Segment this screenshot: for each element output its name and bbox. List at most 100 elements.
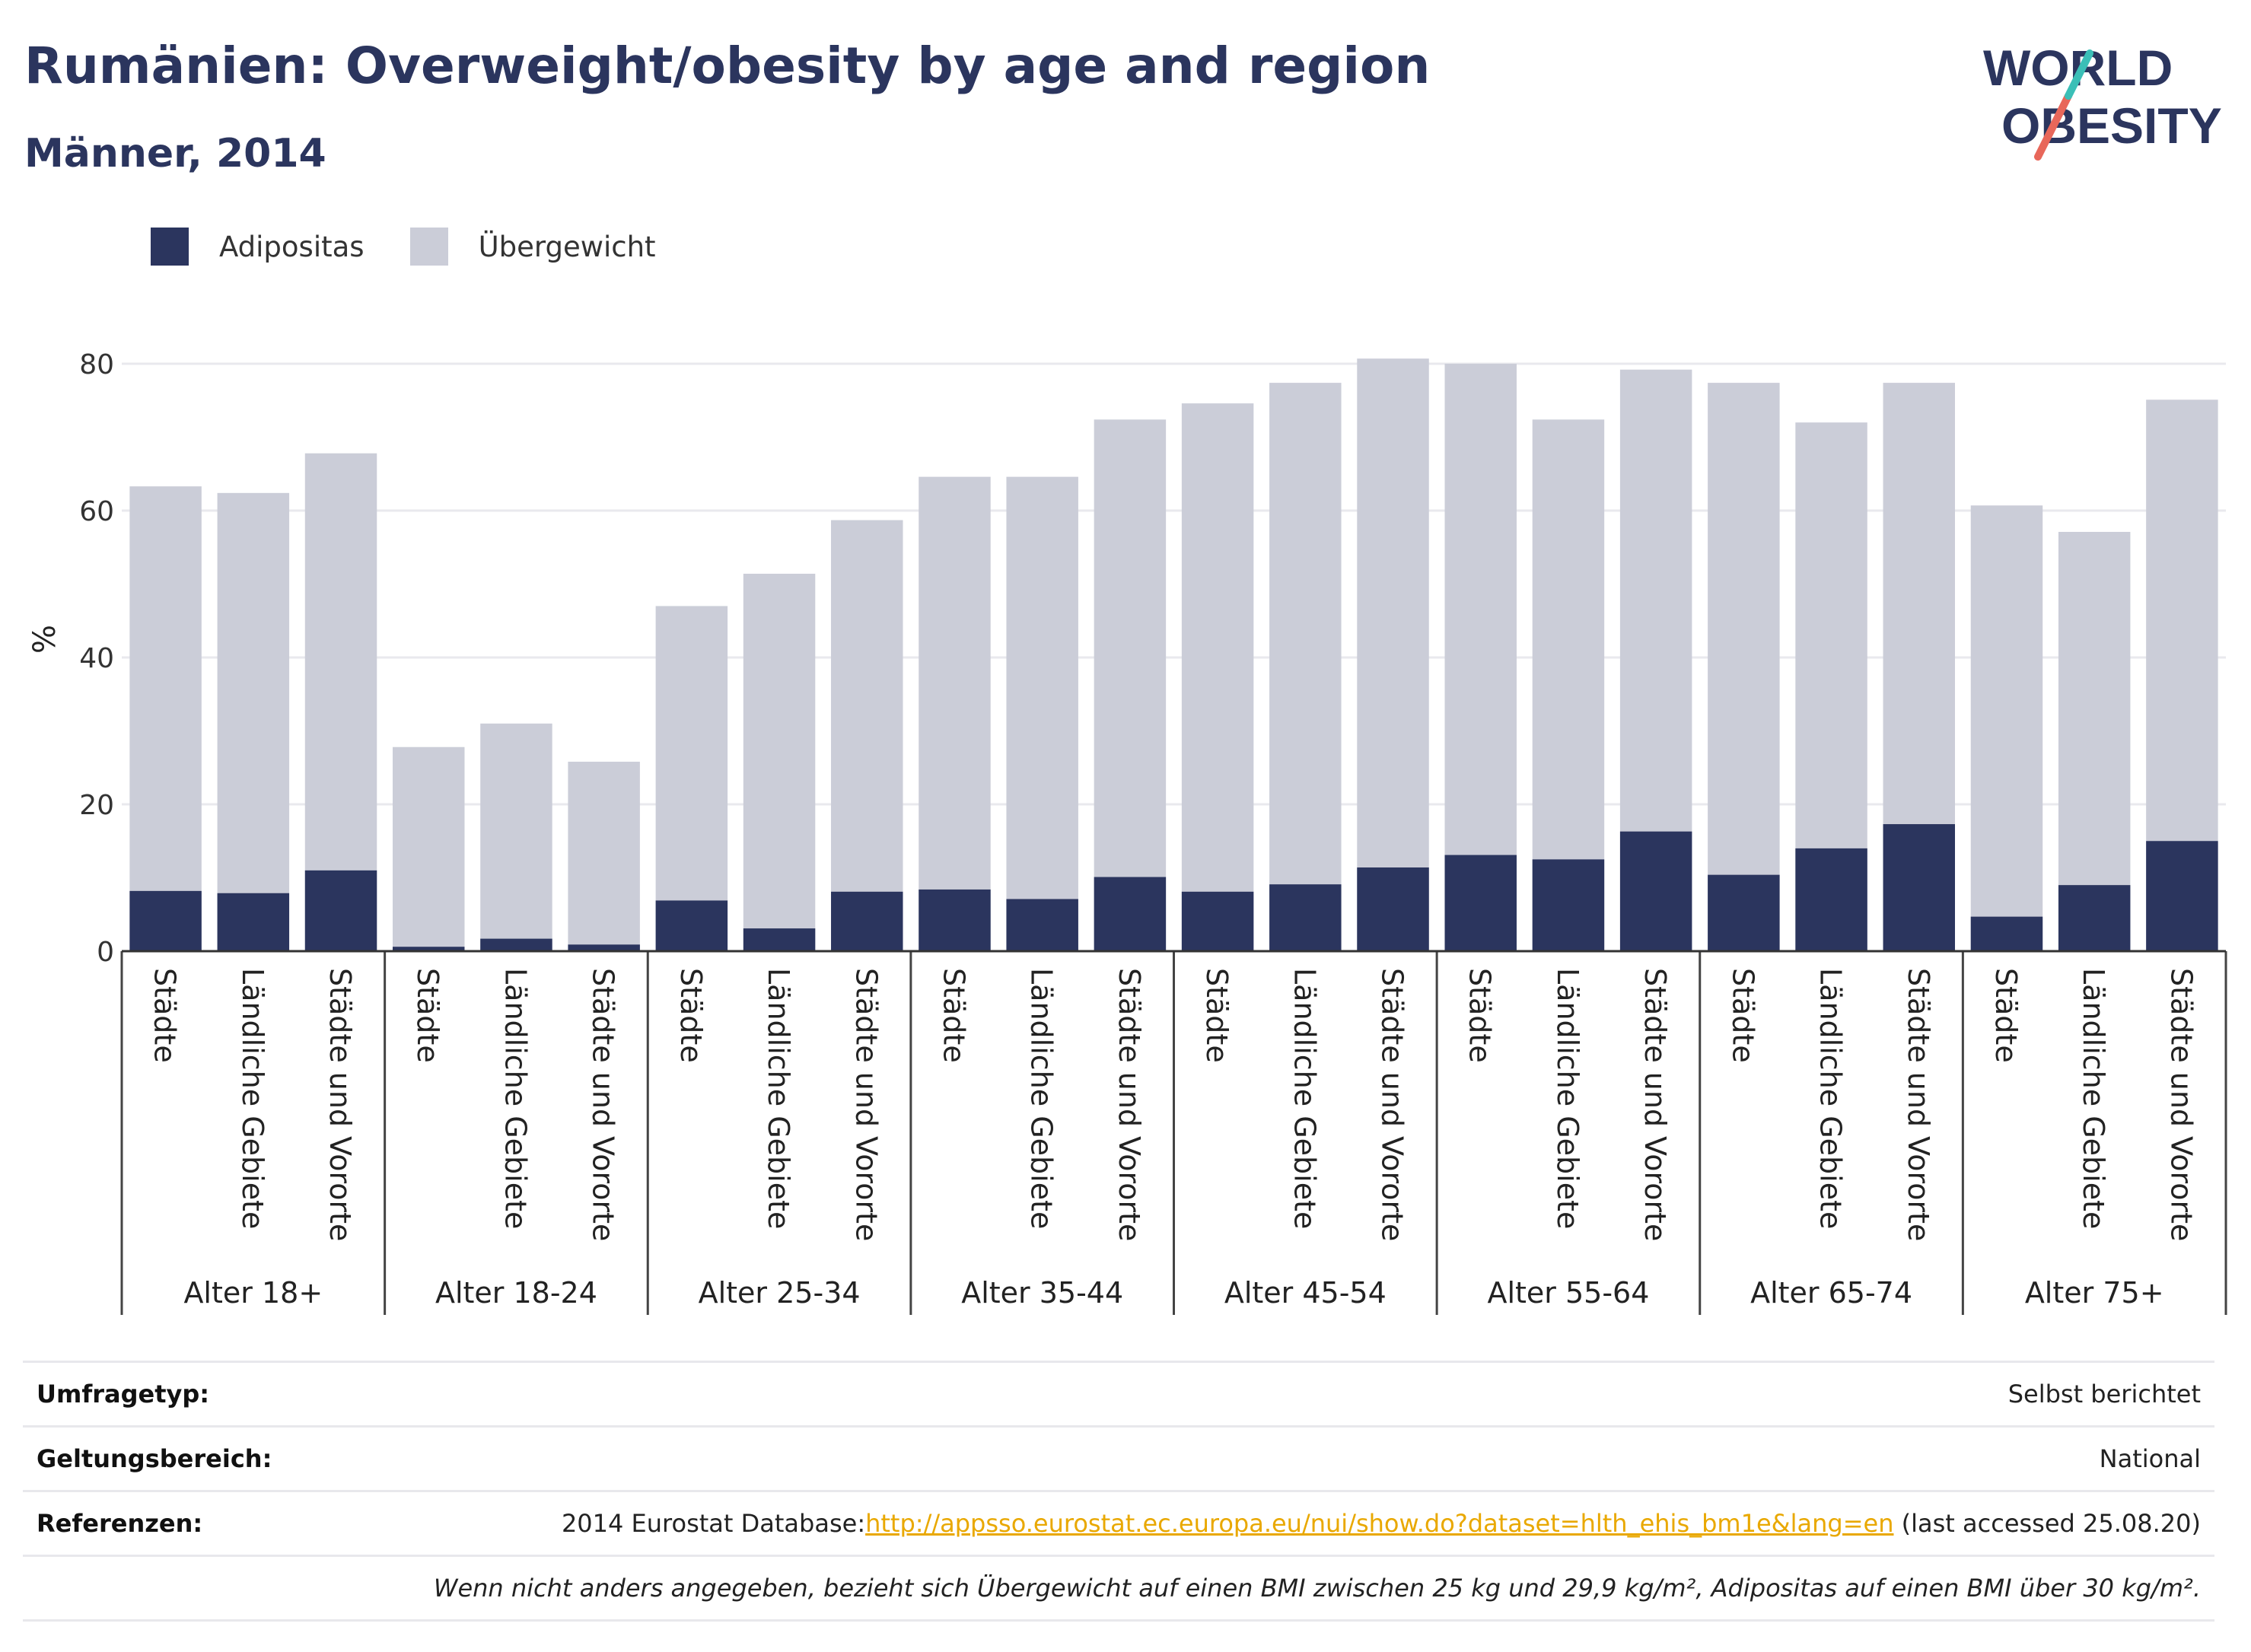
legend-swatch-uebergewicht: [409, 228, 448, 266]
stacked-bar-chart: 0 20 40 60 80% Städte Ländliche Gebiete Städte …: [27, 349, 2227, 1315]
bar-adipositas: [919, 889, 991, 951]
bar-adipositas: [480, 938, 552, 951]
bar-adipositas: [1795, 848, 1867, 951]
bar-adipositas: [1619, 831, 1692, 951]
logo-slash-teal: [2065, 49, 2093, 100]
bar-adipositas: [1094, 877, 1167, 951]
bar-adipositas: [655, 900, 728, 951]
x-category-label: Städte und Vororte: [1902, 968, 1935, 1241]
x-category-label: Städte und Vororte: [587, 968, 620, 1241]
bar-adipositas: [1181, 891, 1254, 951]
x-category-label: Ländliche Gebiete: [1814, 968, 1848, 1229]
bar-uebergewicht: [1006, 476, 1078, 951]
y-tick-label: 80: [79, 349, 114, 380]
x-category-label: Städte und Vororte: [2164, 968, 2198, 1241]
bar-adipositas: [1357, 867, 1429, 951]
meta-note: Wenn nicht anders angegeben, bezieht sic…: [433, 1574, 2201, 1603]
bar-uebergewicht: [831, 520, 903, 951]
logo-text-obesity: OBESITY: [2001, 97, 2222, 154]
meta-row-scope: Geltungsbereich: National: [23, 1425, 2214, 1490]
bar-adipositas: [217, 893, 290, 951]
bar-adipositas: [1883, 824, 1956, 951]
meta-key-scope: Geltungsbereich:: [37, 1444, 272, 1473]
y-tick-label: 20: [79, 790, 114, 821]
x-group-label: Alter 18-24: [435, 1276, 597, 1310]
bar-adipositas: [568, 944, 640, 951]
x-group-label: Alter 18+: [183, 1276, 323, 1310]
meta-key-survey-type: Umfragetyp:: [37, 1380, 210, 1408]
x-category-label: Ländliche Gebiete: [1025, 968, 1059, 1229]
bar-uebergewicht: [480, 723, 552, 951]
x-category-label: Ländliche Gebiete: [1551, 968, 1584, 1229]
legend-swatch-adipositas: [151, 228, 189, 266]
bar-adipositas: [1708, 874, 1780, 951]
bar-adipositas: [831, 891, 903, 951]
meta-value-survey-type: Selbst berichtet: [2007, 1380, 2201, 1408]
legend-label-uebergewicht: Übergewicht: [478, 230, 656, 263]
bar-adipositas: [1532, 859, 1605, 951]
bar-uebergewicht: [1269, 383, 1342, 952]
meta-row-references: Referenzen: 2014 Eurostat Database:http:…: [23, 1490, 2214, 1555]
x-group-label: Alter 65-74: [1750, 1276, 1912, 1310]
chart-legend: Adipositas Übergewicht: [151, 225, 702, 268]
meta-row-note: Wenn nicht anders angegeben, bezieht sic…: [23, 1555, 2214, 1622]
bar-adipositas: [392, 947, 465, 951]
x-category-label: Städte: [937, 968, 970, 1063]
y-tick-label: 60: [79, 496, 114, 527]
bar-uebergewicht: [129, 486, 202, 951]
x-category-label: Ländliche Gebiete: [236, 968, 269, 1229]
x-group-label: Alter 45-54: [1224, 1276, 1387, 1310]
x-category-label: Ländliche Gebiete: [1288, 968, 1321, 1229]
bar-uebergewicht: [655, 606, 728, 951]
meta-value-references: 2014 Eurostat Database:http://appsso.eur…: [562, 1509, 2214, 1538]
x-category-label: Städte: [1200, 968, 1234, 1063]
bar-uebergewicht: [1181, 403, 1254, 951]
bar-adipositas: [743, 928, 816, 951]
x-group-label: Alter 25-34: [699, 1276, 861, 1310]
bar-uebergewicht: [392, 746, 465, 951]
y-tick-label: 40: [79, 643, 114, 674]
y-axis-label: %: [27, 625, 62, 654]
bar-uebergewicht: [1970, 505, 2043, 951]
x-category-label: Städte: [148, 968, 182, 1063]
logo-slash-red: [2034, 92, 2072, 161]
x-category-label: Städte: [411, 968, 444, 1063]
bar-adipositas: [1970, 916, 2043, 951]
bar-uebergewicht: [217, 492, 290, 951]
bar-uebergewicht: [568, 762, 640, 951]
chart-title: Rumänien: Overweight/obesity by age and …: [24, 37, 1431, 95]
bar-uebergewicht: [743, 573, 816, 951]
x-category-label: Städte: [1989, 968, 2023, 1063]
legend-item-adipositas[interactable]: Adipositas: [151, 228, 365, 266]
x-category-label: Städte und Vororte: [1638, 968, 1672, 1241]
reference-link[interactable]: http://appsso.eurostat.ec.europa.eu/nui/…: [865, 1509, 1894, 1538]
chart-subtitle: Männer, 2014: [24, 131, 326, 177]
bar-adipositas: [304, 870, 377, 951]
meta-row-survey-type: Umfragetyp: Selbst berichtet: [23, 1361, 2214, 1425]
bar-uebergewicht: [1708, 383, 1780, 952]
x-category-label: Städte: [674, 968, 708, 1063]
bar-uebergewicht: [1444, 364, 1517, 951]
x-category-label: Ländliche Gebiete: [762, 968, 795, 1229]
x-category-label: Städte und Vororte: [1376, 968, 1409, 1241]
y-tick-label: 0: [97, 937, 114, 968]
bar-uebergewicht: [1357, 358, 1429, 951]
bar-uebergewicht: [1094, 419, 1167, 951]
bar-adipositas: [1269, 884, 1342, 951]
bar-adipositas: [1444, 855, 1517, 951]
x-category-label: Städte und Vororte: [1113, 968, 1146, 1241]
bar-adipositas: [2058, 885, 2131, 951]
bar-adipositas: [1006, 899, 1078, 951]
bar-uebergewicht: [919, 476, 991, 951]
meta-value-scope: National: [2099, 1444, 2201, 1473]
x-category-label: Städte: [1463, 968, 1497, 1063]
x-category-label: Städte und Vororte: [849, 968, 883, 1241]
x-category-label: Städte und Vororte: [323, 968, 357, 1241]
legend-item-uebergewicht[interactable]: Übergewicht: [409, 228, 656, 266]
x-category-label: Städte: [1726, 968, 1759, 1063]
bar-adipositas: [2146, 841, 2218, 951]
x-category-label: Ländliche Gebiete: [498, 968, 532, 1229]
bar-uebergewicht: [2058, 531, 2131, 951]
legend-label-adipositas: Adipositas: [219, 230, 365, 263]
meta-key-references: Referenzen:: [37, 1509, 203, 1538]
